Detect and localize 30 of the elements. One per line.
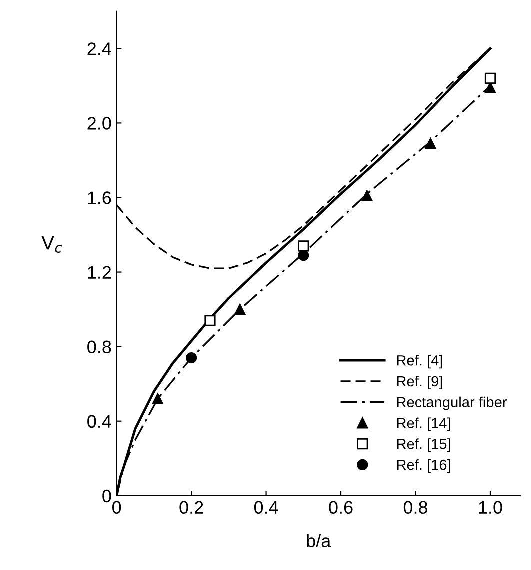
y-tick-label: 2.4 <box>88 42 112 56</box>
x-axis-title: b/a <box>307 534 332 548</box>
y-tick-label: 1.6 <box>88 192 112 204</box>
y-tick-label: 2.0 <box>88 117 112 130</box>
legend-label: Ref. [16] <box>397 459 450 474</box>
x-tick-label: 0.8 <box>404 501 428 514</box>
point <box>362 190 373 202</box>
y-axis-title: V$_{c}$ <box>42 236 62 253</box>
legend-label: Ref. [9] <box>397 376 442 390</box>
legend-label: Rectangular fiber <box>397 396 508 410</box>
y-tick-label: 0 <box>102 490 112 503</box>
y-tick-label: 1.2 <box>88 266 112 279</box>
point <box>298 240 310 252</box>
y-tick-label: 0.4 <box>88 415 112 428</box>
x-tick-label: 0 <box>112 501 122 514</box>
y-tick-label: 0.8 <box>88 340 112 354</box>
point <box>186 352 198 364</box>
x-tick-label: 0.6 <box>329 501 353 514</box>
point <box>298 250 310 262</box>
legend-label: Ref. [15] <box>397 438 450 452</box>
legend-label: Ref. [4] <box>397 355 442 369</box>
point <box>204 315 216 326</box>
legend-label: Ref. [14] <box>397 418 450 432</box>
point <box>484 72 496 84</box>
point <box>234 304 246 316</box>
point <box>425 138 436 150</box>
x-tick-label: 1.0 <box>479 501 502 514</box>
x-tick-label: 0.2 <box>180 501 204 514</box>
x-tick-label: 0.4 <box>254 501 278 514</box>
point <box>152 393 164 405</box>
